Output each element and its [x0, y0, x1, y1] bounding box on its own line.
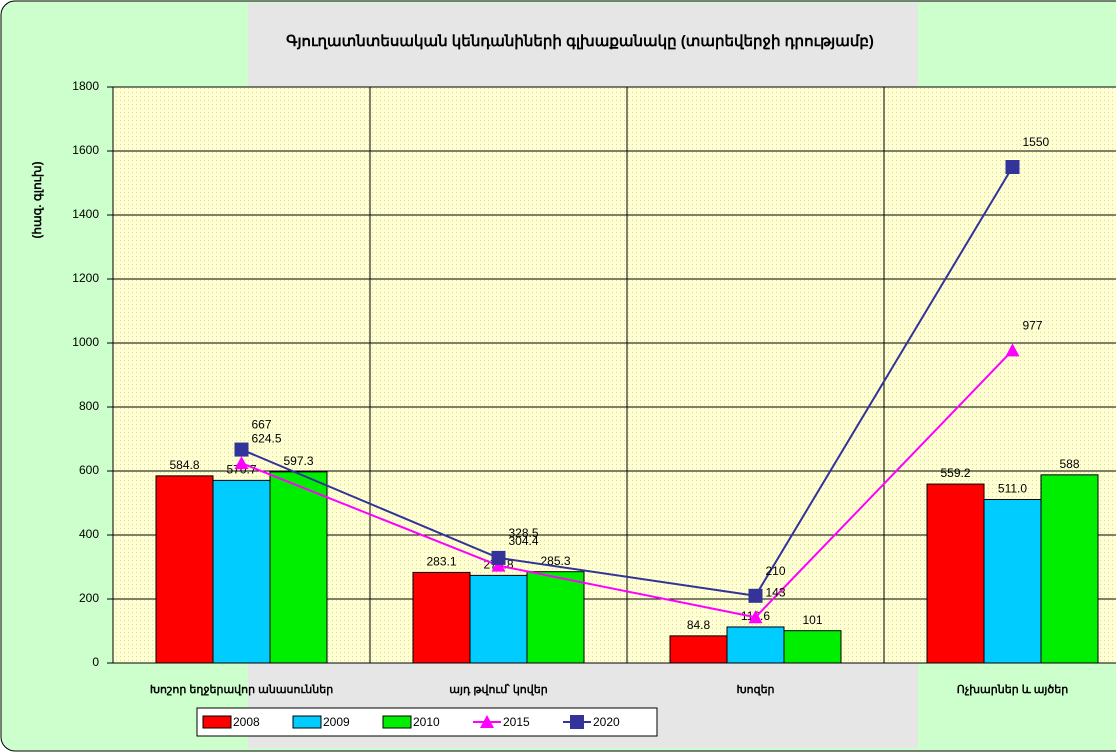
data-label: 584.8 — [169, 458, 199, 472]
data-label: 1550 — [1023, 135, 1050, 149]
legend-label: 2009 — [323, 715, 350, 729]
bar — [269, 471, 328, 664]
legend-label: 2008 — [233, 715, 260, 729]
y-tick-label: 1000 — [72, 335, 99, 349]
data-label: 597.3 — [283, 454, 313, 468]
line-marker — [234, 442, 249, 457]
data-label: 328.5 — [509, 526, 539, 540]
y-tick-label: 400 — [79, 527, 99, 541]
bar — [469, 574, 528, 664]
bar — [783, 630, 842, 664]
line-marker — [480, 715, 494, 728]
chart-title: Գյուղատնտեսական կենդանիների գլխաքանակը (… — [286, 33, 874, 50]
bar — [412, 571, 471, 664]
data-label: 667 — [252, 418, 272, 432]
line-marker — [1005, 343, 1020, 357]
bar — [1040, 474, 1099, 664]
data-label: 511.0 — [998, 482, 1027, 496]
data-label: 143 — [766, 585, 786, 599]
data-label: 977 — [1023, 319, 1043, 333]
x-tick-label: այդ թվում՝ կովեր — [449, 683, 547, 696]
legend-swatch — [292, 715, 322, 729]
data-label: 283.1 — [426, 555, 456, 569]
line-marker — [748, 588, 763, 603]
line-series — [241, 349, 1014, 619]
legend-label: 2020 — [593, 715, 620, 729]
line-series — [241, 166, 1014, 597]
bar — [926, 483, 985, 664]
y-axis-label: (հազ. գլուխ) — [30, 161, 44, 238]
x-tick-label: Խոզեր — [736, 684, 774, 696]
legend-swatch — [202, 715, 232, 729]
line-marker — [491, 558, 506, 572]
y-tick-label: 600 — [79, 463, 99, 477]
line-marker — [748, 610, 763, 624]
legend-swatch — [382, 715, 412, 729]
legend-label: 2015 — [503, 715, 530, 729]
bar — [669, 635, 728, 664]
y-tick-label: 0 — [92, 655, 99, 669]
bar — [526, 571, 585, 664]
line-marker — [491, 550, 506, 565]
y-tick-label: 1400 — [72, 207, 99, 221]
data-label: 210 — [766, 564, 786, 578]
line-marker — [1005, 160, 1020, 174]
y-tick-label: 1800 — [72, 79, 99, 93]
bar — [983, 498, 1042, 664]
y-tick-label: 1200 — [72, 271, 99, 285]
bar — [726, 626, 785, 664]
data-label: 624.5 — [252, 431, 282, 445]
x-tick-label: Ոչխարներ և այծեր — [957, 684, 1068, 696]
x-tick-label: Խոշոր եղջերավոր անասուններ — [150, 684, 333, 696]
y-tick-label: 1600 — [72, 143, 99, 157]
bar — [212, 479, 271, 664]
data-label: 559.2 — [940, 466, 970, 480]
data-label: 101 — [802, 613, 822, 627]
line-marker — [570, 715, 584, 729]
y-tick-label: 200 — [79, 591, 99, 605]
data-label: 588 — [1059, 457, 1079, 471]
data-label: 304.4 — [509, 534, 539, 548]
bar — [155, 475, 214, 664]
y-tick-label: 800 — [79, 399, 99, 413]
data-label: 84.8 — [687, 618, 711, 632]
legend-label: 2010 — [413, 715, 440, 729]
line-marker — [234, 456, 249, 470]
